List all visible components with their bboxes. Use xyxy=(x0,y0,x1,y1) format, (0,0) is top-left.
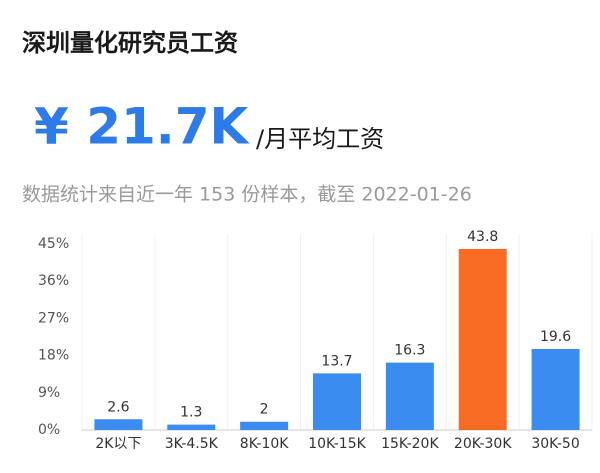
x-tick-label: 8K-10K xyxy=(240,436,289,452)
bar xyxy=(240,421,289,430)
value-label: 2 xyxy=(260,402,269,418)
y-tick-label: 27% xyxy=(38,310,69,326)
plot: 0% 9% 18% 27% 36% 45% 2K以下 2.6 3K-4.5K 1.3 8K-10K 2… xyxy=(38,229,593,452)
value-label: 2.6 xyxy=(107,399,129,415)
bar xyxy=(385,362,434,430)
value-label: 13.7 xyxy=(321,353,352,369)
value-label: 1.3 xyxy=(180,405,202,421)
headline-unit: /月平均工资 xyxy=(256,125,384,153)
bar xyxy=(458,248,507,430)
x-tick-label: 10K-15K xyxy=(308,436,366,452)
bar xyxy=(313,373,361,430)
value-label: 43.8 xyxy=(467,229,498,245)
subtitle: 数据统计来自近一年 153 份样本，截至 2022-01-26 xyxy=(22,184,472,206)
y-tick-label: 45% xyxy=(38,236,69,252)
headline: ¥ 21.7K xyxy=(34,98,251,156)
bar xyxy=(167,424,216,430)
x-tick-label: 30K-50 xyxy=(531,436,579,452)
y-tick-label: 0% xyxy=(38,422,60,438)
value-label: 19.6 xyxy=(540,329,571,345)
bar xyxy=(531,348,580,430)
x-tick-label: 20K-30K xyxy=(454,436,512,452)
y-tick-label: 18% xyxy=(38,348,69,364)
bar xyxy=(94,419,143,430)
x-tick-label: 3K-4.5K xyxy=(165,436,219,452)
y-tick-label: 9% xyxy=(38,385,60,401)
x-tick-label: 15K-20K xyxy=(381,436,439,452)
y-tick-label: 36% xyxy=(38,273,69,289)
x-tick-label: 2K以下 xyxy=(95,436,141,452)
value-label: 16.3 xyxy=(394,343,425,359)
title: 深圳量化研究员工资 xyxy=(22,29,238,57)
